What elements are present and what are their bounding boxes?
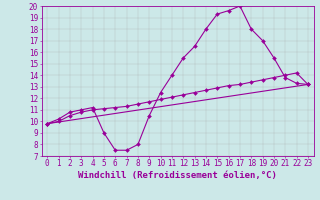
- X-axis label: Windchill (Refroidissement éolien,°C): Windchill (Refroidissement éolien,°C): [78, 171, 277, 180]
